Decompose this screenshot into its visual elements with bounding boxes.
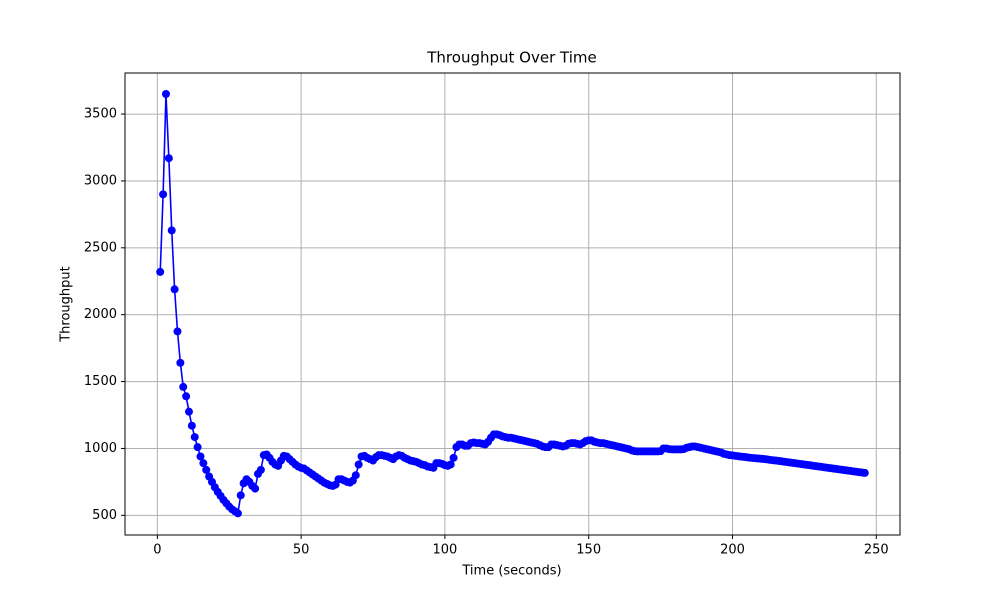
y-axis-label: Throughput xyxy=(59,266,74,343)
data-point xyxy=(164,154,173,163)
axes-frame xyxy=(124,72,901,536)
y-tick-label: 2000 xyxy=(84,307,117,322)
data-point xyxy=(233,509,242,518)
data-point xyxy=(167,226,176,235)
data-point xyxy=(351,471,360,480)
data-point xyxy=(860,468,869,477)
data-point xyxy=(449,453,458,462)
data-point xyxy=(159,190,168,199)
data-point xyxy=(354,460,363,469)
data-point xyxy=(161,90,170,98)
y-tick-label: 1500 xyxy=(84,374,117,389)
data-point xyxy=(187,421,196,430)
data-point xyxy=(193,443,202,452)
data-point xyxy=(196,452,205,461)
data-point xyxy=(199,459,208,468)
x-tick-label: 100 xyxy=(433,543,458,558)
y-tick-label: 1000 xyxy=(84,441,117,456)
data-point xyxy=(256,465,265,474)
data-point xyxy=(202,465,211,474)
x-tick-label: 250 xyxy=(864,543,889,558)
data-point xyxy=(190,433,199,442)
y-tick-label: 500 xyxy=(92,508,117,523)
chart-title: Throughput Over Time xyxy=(426,49,596,67)
x-tick-label: 0 xyxy=(153,543,161,558)
x-tick-label: 200 xyxy=(720,543,745,558)
data-point xyxy=(176,358,185,367)
data-point xyxy=(173,327,182,336)
y-tick-label: 3000 xyxy=(84,173,117,188)
data-point xyxy=(446,460,455,469)
y-tick-label: 2500 xyxy=(84,240,117,255)
x-tick-label: 150 xyxy=(576,543,601,558)
data-point xyxy=(236,491,245,500)
y-tick-label: 3500 xyxy=(84,107,117,122)
x-tick-label: 50 xyxy=(293,543,310,558)
data-point xyxy=(251,484,260,493)
x-axis-label: Time (seconds) xyxy=(461,564,561,579)
data-point xyxy=(156,267,165,276)
data-point xyxy=(170,285,179,294)
data-point xyxy=(184,407,193,416)
data-point xyxy=(182,392,191,401)
data-point xyxy=(179,382,188,391)
